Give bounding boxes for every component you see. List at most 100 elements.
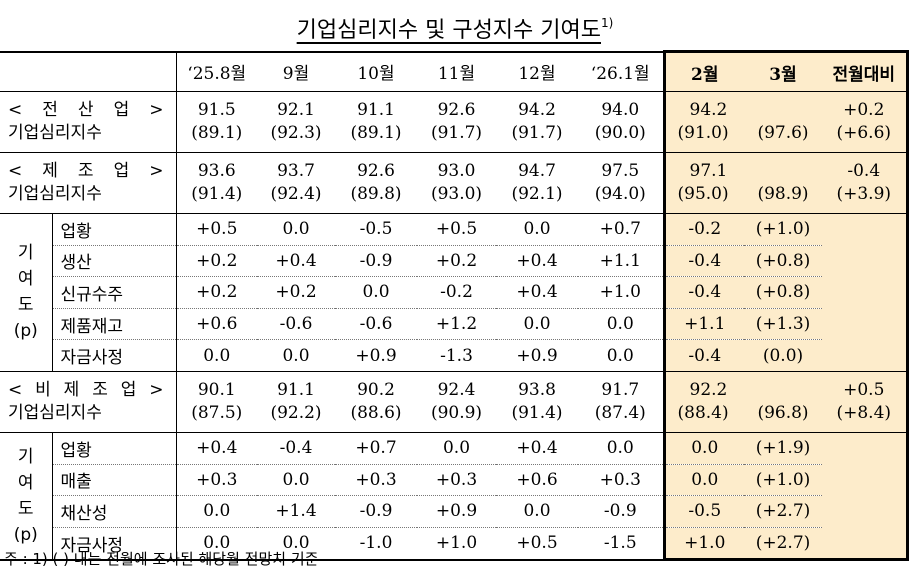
contribution-cell: 0.0	[662, 464, 744, 497]
contribution-label: 매출	[52, 464, 177, 497]
contribution-label: 업황	[52, 213, 177, 246]
index-forecast: (92.3)	[270, 123, 322, 143]
index-forecast: (91.7)	[430, 123, 483, 143]
contribution-row: 자금사정 0.0 0.0 -1.0 +1.0 +0.5 -1.5 +1.0 (+2.7)	[0, 527, 909, 562]
vertical-label-char: (p)	[13, 524, 38, 545]
index-forecast: (88.6)	[350, 402, 402, 423]
index-value-blank	[744, 379, 822, 402]
contribution-cell: 0.0	[578, 339, 664, 372]
contribution-row: 기 여 도 (p) 업황 +0.4 -0.4 +0.7 0.0 +0.4 0.0 0.0 (+1.9)	[0, 432, 909, 561]
col-header: 전월대비	[822, 50, 909, 92]
contribution-cell: +0.9	[417, 495, 496, 528]
col-header: 11월	[417, 50, 496, 92]
index-value: 92.4	[437, 379, 476, 400]
index-value: 92.6	[437, 100, 476, 120]
index-forecast: (87.5)	[191, 402, 243, 423]
contribution-cell: (+1.9)	[744, 432, 822, 465]
contribution-cell: -0.4	[662, 245, 744, 278]
index-value: 93.6	[197, 161, 236, 181]
index-value: -0.4	[847, 161, 881, 181]
index-cell: -0.4 (+3.9)	[822, 152, 909, 214]
index-forecast: (87.4)	[594, 402, 646, 423]
contribution-cell: -0.6	[257, 308, 335, 341]
index-row: < 전 산 업 > 기업심리지수 91.5 (89.1) 92.1 (92.3) 91.1 (…	[0, 91, 909, 153]
contribution-cell	[822, 339, 909, 372]
index-forecast: (89.8)	[350, 184, 402, 204]
index-label-top: < 비 제 조 업 >	[8, 379, 164, 400]
contribution-cell: +1.1	[662, 308, 744, 341]
contribution-row: 제품재고 +0.6 -0.6 -0.6 +1.2 0.0 0.0 +1.1 (+1.3)	[0, 308, 909, 341]
index-value: 97.1	[689, 161, 728, 181]
contribution-cell	[822, 308, 909, 340]
index-cell: 93.7 (92.4)	[257, 152, 335, 214]
contribution-cell: (0.0)	[744, 339, 822, 372]
index-row: < 비 제 조 업 > 기업심리지수 90.1 (87.5) 91.1 (92.2) 90.…	[0, 371, 909, 433]
index-forecast: (92.1)	[511, 184, 563, 204]
contribution-cell	[822, 213, 909, 246]
title-text: 기업심리지수 및 구성지수 기여도	[296, 18, 601, 43]
index-value: 91.1	[277, 379, 315, 400]
contribution-cell	[822, 245, 909, 277]
contribution-cell: 0.0	[578, 308, 664, 341]
index-cell: +0.5 (+8.4)	[822, 371, 909, 433]
index-label: < 비 제 조 업 > 기업심리지수	[0, 371, 177, 433]
index-label: < 제 조 업 > 기업심리지수	[0, 152, 177, 214]
index-cell: 97.1 (95.0)	[662, 152, 744, 214]
index-forecast: (90.9)	[430, 402, 483, 423]
contribution-cell: -0.9	[578, 495, 664, 528]
index-forecast: (+6.6)	[836, 123, 892, 143]
index-cell: 92.2 (88.4)	[662, 371, 744, 433]
index-value-blank	[744, 160, 822, 183]
index-cell: 92.1 (92.3)	[257, 91, 335, 153]
index-value: +0.5	[843, 379, 885, 400]
contribution-cell: (+1.0)	[744, 464, 822, 497]
index-forecast: (95.0)	[677, 184, 729, 204]
contribution-cell: +0.3	[417, 464, 496, 497]
contribution-cell: -1.0	[335, 527, 417, 561]
index-value: 91.5	[197, 100, 236, 120]
index-forecast: (+3.9)	[836, 184, 892, 204]
index-cell: 93.0 (93.0)	[417, 152, 496, 214]
col-header: ‘26.1월	[578, 50, 664, 92]
contribution-cell	[822, 527, 909, 562]
contribution-cell: 0.0	[662, 432, 744, 465]
contribution-cell: 0.0	[496, 495, 578, 528]
index-cell: 93.8 (91.4)	[496, 371, 578, 433]
index-value: 94.7	[518, 161, 556, 181]
index-cell: (96.8)	[744, 371, 822, 433]
contribution-label: 업황	[52, 432, 177, 465]
index-value: 94.2	[689, 100, 728, 120]
index-cell: 91.7 (87.4)	[578, 371, 664, 433]
contribution-cell	[822, 276, 909, 309]
index-forecast: (91.0)	[677, 123, 729, 143]
contribution-cell: +0.4	[496, 276, 578, 309]
contribution-cell: 0.0	[257, 527, 335, 561]
index-cell: 90.1 (87.5)	[176, 371, 257, 433]
contribution-cell: +0.6	[496, 464, 578, 497]
index-forecast: (+8.4)	[836, 402, 892, 423]
vertical-label-char: 기	[17, 446, 34, 467]
index-value: 90.2	[357, 379, 395, 400]
title-footnote-mark: 1)	[601, 16, 614, 30]
contribution-cell: +0.9	[335, 339, 417, 372]
index-value: 97.5	[601, 161, 640, 181]
index-cell: +0.2 (+6.6)	[822, 91, 909, 153]
index-row: < 제 조 업 > 기업심리지수 93.6 (91.4) 93.7 (92.4) 92.6 (…	[0, 152, 909, 214]
bsi-contribution-table: ‘25.8월 9월 10월 11월 12월 ‘26.1월 2월 3월 전월대비 …	[0, 50, 909, 562]
index-cell: 97.5 (94.0)	[578, 152, 664, 214]
contribution-cell: (+0.8)	[744, 276, 822, 309]
contribution-cell: (+1.0)	[744, 213, 822, 246]
contribution-cell: +0.5	[496, 527, 578, 561]
index-forecast: (88.4)	[677, 402, 729, 423]
index-forecast: (96.8)	[757, 402, 809, 423]
contribution-row: 자금사정 0.0 0.0 +0.9 -1.3 +0.9 0.0 -0.4 (0.0)	[0, 339, 909, 372]
contribution-cell: 0.0	[578, 432, 664, 465]
contribution-cell: +0.9	[496, 339, 578, 372]
contribution-cell: +0.4	[176, 432, 257, 465]
contribution-label: 채산성	[52, 495, 177, 528]
contribution-cell: 0.0	[417, 432, 496, 465]
contribution-cell: 0.0	[176, 527, 257, 561]
index-forecast: (89.1)	[350, 123, 402, 143]
index-forecast: (94.0)	[594, 184, 646, 204]
index-forecast: (92.2)	[270, 402, 322, 423]
